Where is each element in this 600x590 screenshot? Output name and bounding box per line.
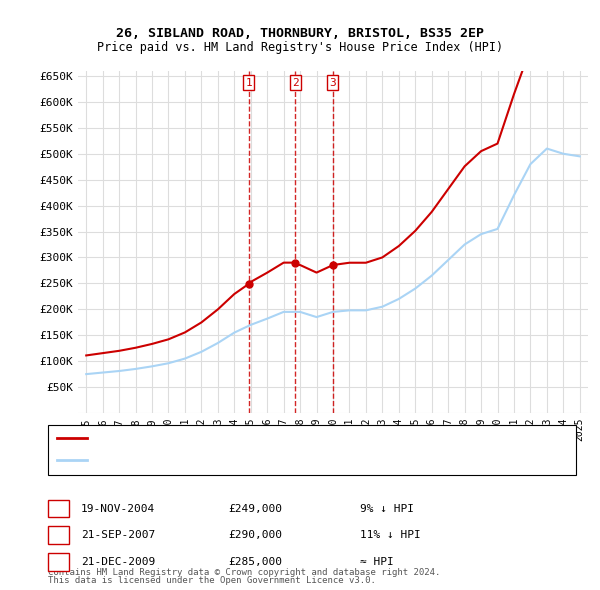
Text: £249,000: £249,000 bbox=[228, 504, 282, 513]
Text: 11% ↓ HPI: 11% ↓ HPI bbox=[360, 530, 421, 540]
Text: This data is licensed under the Open Government Licence v3.0.: This data is licensed under the Open Gov… bbox=[48, 576, 376, 585]
Text: HPI: Average price, detached house, South Gloucestershire: HPI: Average price, detached house, Sout… bbox=[93, 455, 435, 465]
Text: £290,000: £290,000 bbox=[228, 530, 282, 540]
Text: 1: 1 bbox=[55, 504, 62, 513]
Text: 1: 1 bbox=[245, 78, 252, 88]
Text: Contains HM Land Registry data © Crown copyright and database right 2024.: Contains HM Land Registry data © Crown c… bbox=[48, 568, 440, 577]
Text: 2: 2 bbox=[55, 530, 62, 540]
Text: 3: 3 bbox=[329, 78, 336, 88]
Text: Price paid vs. HM Land Registry's House Price Index (HPI): Price paid vs. HM Land Registry's House … bbox=[97, 41, 503, 54]
Text: ≈ HPI: ≈ HPI bbox=[360, 557, 394, 566]
Text: 2: 2 bbox=[292, 78, 299, 88]
Text: 26, SIBLAND ROAD, THORNBURY, BRISTOL, BS35 2EP: 26, SIBLAND ROAD, THORNBURY, BRISTOL, BS… bbox=[116, 27, 484, 40]
Text: £285,000: £285,000 bbox=[228, 557, 282, 566]
Text: 19-NOV-2004: 19-NOV-2004 bbox=[81, 504, 155, 513]
Text: 21-SEP-2007: 21-SEP-2007 bbox=[81, 530, 155, 540]
Text: 26, SIBLAND ROAD, THORNBURY, BRISTOL, BS35 2EP (detached house): 26, SIBLAND ROAD, THORNBURY, BRISTOL, BS… bbox=[93, 434, 471, 443]
Text: 21-DEC-2009: 21-DEC-2009 bbox=[81, 557, 155, 566]
Text: 3: 3 bbox=[55, 557, 62, 566]
Text: 9% ↓ HPI: 9% ↓ HPI bbox=[360, 504, 414, 513]
